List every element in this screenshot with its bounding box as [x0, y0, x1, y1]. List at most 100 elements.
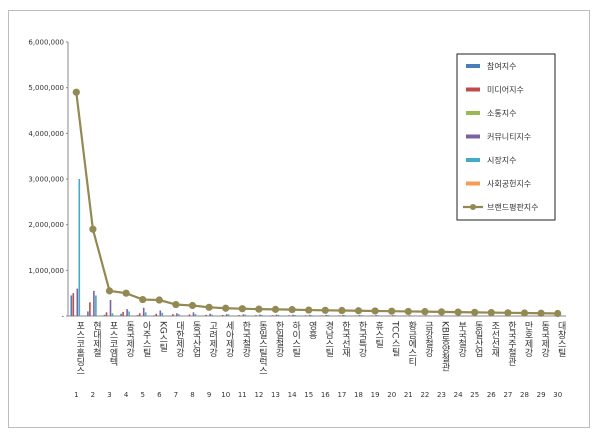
bar-시장지수 — [227, 314, 230, 316]
x-category-number: 1 — [74, 391, 78, 399]
legend-swatch — [466, 181, 480, 186]
bar-시장지수 — [161, 312, 164, 316]
bar-미디어지수 — [138, 313, 141, 316]
line-point — [388, 307, 396, 315]
x-category-number: 10 — [221, 391, 230, 399]
x-category-label: 동일산업 — [473, 321, 483, 357]
bar-시장지수 — [377, 315, 379, 316]
x-category-label: 황금에스티 — [406, 321, 416, 367]
line-point — [371, 307, 379, 315]
bar-커뮤니티지수 — [358, 315, 361, 316]
y-tick-label: 5,000,000 — [28, 84, 64, 92]
x-category-number: 23 — [437, 391, 446, 399]
line-point — [537, 309, 545, 317]
line-point — [255, 305, 263, 313]
bar-미디어지수 — [321, 315, 324, 316]
line-point — [222, 304, 230, 312]
x-category-number: 20 — [387, 391, 396, 399]
line-point — [205, 303, 213, 311]
bar-시장지수 — [261, 314, 263, 316]
line-point — [105, 287, 114, 295]
bar-시장지수 — [310, 315, 313, 316]
bar-시장지수 — [327, 315, 330, 316]
legend-swatch — [466, 64, 480, 68]
line-point — [271, 305, 280, 313]
x-category-number: 13 — [271, 391, 280, 399]
line-point — [437, 308, 446, 316]
bar-커뮤니티지수 — [408, 315, 411, 316]
bar-커뮤니티지수 — [292, 314, 294, 316]
bar-미디어지수 — [271, 315, 274, 316]
x-category-labels: 포스코홀딩스 1 현대제철 2 포스코엠텍 3 동국제강 4 아주스틸 5 KG스틸 6 대한제강 7 동국… — [74, 320, 566, 399]
bar-미디어지수 — [89, 302, 91, 316]
x-category-label: 아주스틸 — [141, 321, 151, 357]
x-category-number: 27 — [503, 391, 512, 399]
line-point — [520, 309, 529, 317]
x-category-label: 하이스틸 — [290, 321, 300, 357]
bar-커뮤니티지수 — [209, 313, 211, 316]
bar-시장지수 — [393, 315, 396, 316]
legend-swatch — [466, 158, 480, 162]
x-category-number: 29 — [537, 391, 546, 399]
y-tick-label: 2,000,000 — [28, 221, 64, 229]
bar-미디어지수 — [304, 315, 307, 316]
bar-커뮤니티지수 — [325, 314, 328, 316]
bar-시장지수 — [443, 315, 446, 316]
legend-label: 사회공헌지수 — [487, 180, 531, 189]
x-category-label: 동국산업 — [191, 321, 201, 357]
x-category-number: 11 — [238, 391, 247, 399]
x-category-number: 19 — [371, 391, 380, 399]
x-category-number: 28 — [520, 391, 529, 399]
legend-swatch — [466, 111, 480, 115]
line-point — [288, 306, 296, 314]
y-tick-label: 6,000,000 — [28, 39, 64, 47]
bar-시장지수 — [410, 315, 413, 316]
bar-시장지수 — [493, 315, 496, 316]
x-category-number: 22 — [420, 391, 429, 399]
x-category-label: 한국철강 — [240, 321, 250, 357]
legend-label: 미디어지수 — [487, 85, 524, 95]
x-category-number: 7 — [174, 391, 178, 399]
x-category-number: 30 — [553, 391, 562, 399]
x-category-number: 18 — [354, 391, 363, 399]
x-category-number: 21 — [404, 391, 413, 399]
legend-swatch-marker — [470, 204, 476, 210]
bar-미디어지수 — [371, 315, 373, 316]
line-point — [122, 289, 130, 297]
y-tick-label: 1,000,000 — [28, 267, 64, 275]
bar-미디어지수 — [221, 315, 224, 316]
x-category-label: 한국특강 — [357, 321, 367, 357]
bar-미디어지수 — [354, 315, 357, 316]
bar-시장지수 — [510, 315, 512, 316]
x-category-label: TCC스틸 — [390, 320, 400, 357]
x-category-number: 17 — [337, 391, 346, 399]
line-point — [471, 308, 479, 316]
x-category-label: 동국제강 — [539, 321, 549, 357]
bar-커뮤니티지수 — [76, 288, 79, 316]
bar-커뮤니티지수 — [259, 314, 261, 316]
x-category-label: 만호제강 — [523, 321, 533, 357]
bar-미디어지수 — [238, 315, 241, 316]
bar-시장지수 — [78, 179, 81, 316]
bar-시장지수 — [128, 311, 130, 316]
bar-시장지수 — [460, 315, 462, 316]
bar-시장지수 — [344, 315, 346, 316]
x-category-label: 한국주철관 — [506, 321, 516, 366]
bar-시장지수 — [294, 315, 296, 316]
x-category-number: 2 — [91, 391, 95, 399]
bar-커뮤니티지수 — [242, 314, 245, 316]
x-category-label: 대한제강 — [174, 321, 184, 357]
x-category-label: KG스틸 — [157, 321, 167, 352]
line-point — [454, 308, 462, 316]
y-tick-label: 4,000,000 — [28, 130, 64, 138]
bar-시장지수 — [476, 315, 479, 316]
x-category-number: 4 — [124, 391, 129, 399]
legend-swatch — [466, 87, 480, 92]
bar-미디어지수 — [122, 311, 124, 316]
x-category-label: 세아제강 — [224, 321, 234, 357]
bar-커뮤니티지수 — [126, 309, 128, 316]
x-category-number: 14 — [288, 391, 297, 399]
bar-시장지수 — [194, 314, 197, 316]
bar-커뮤니티지수 — [391, 315, 394, 316]
